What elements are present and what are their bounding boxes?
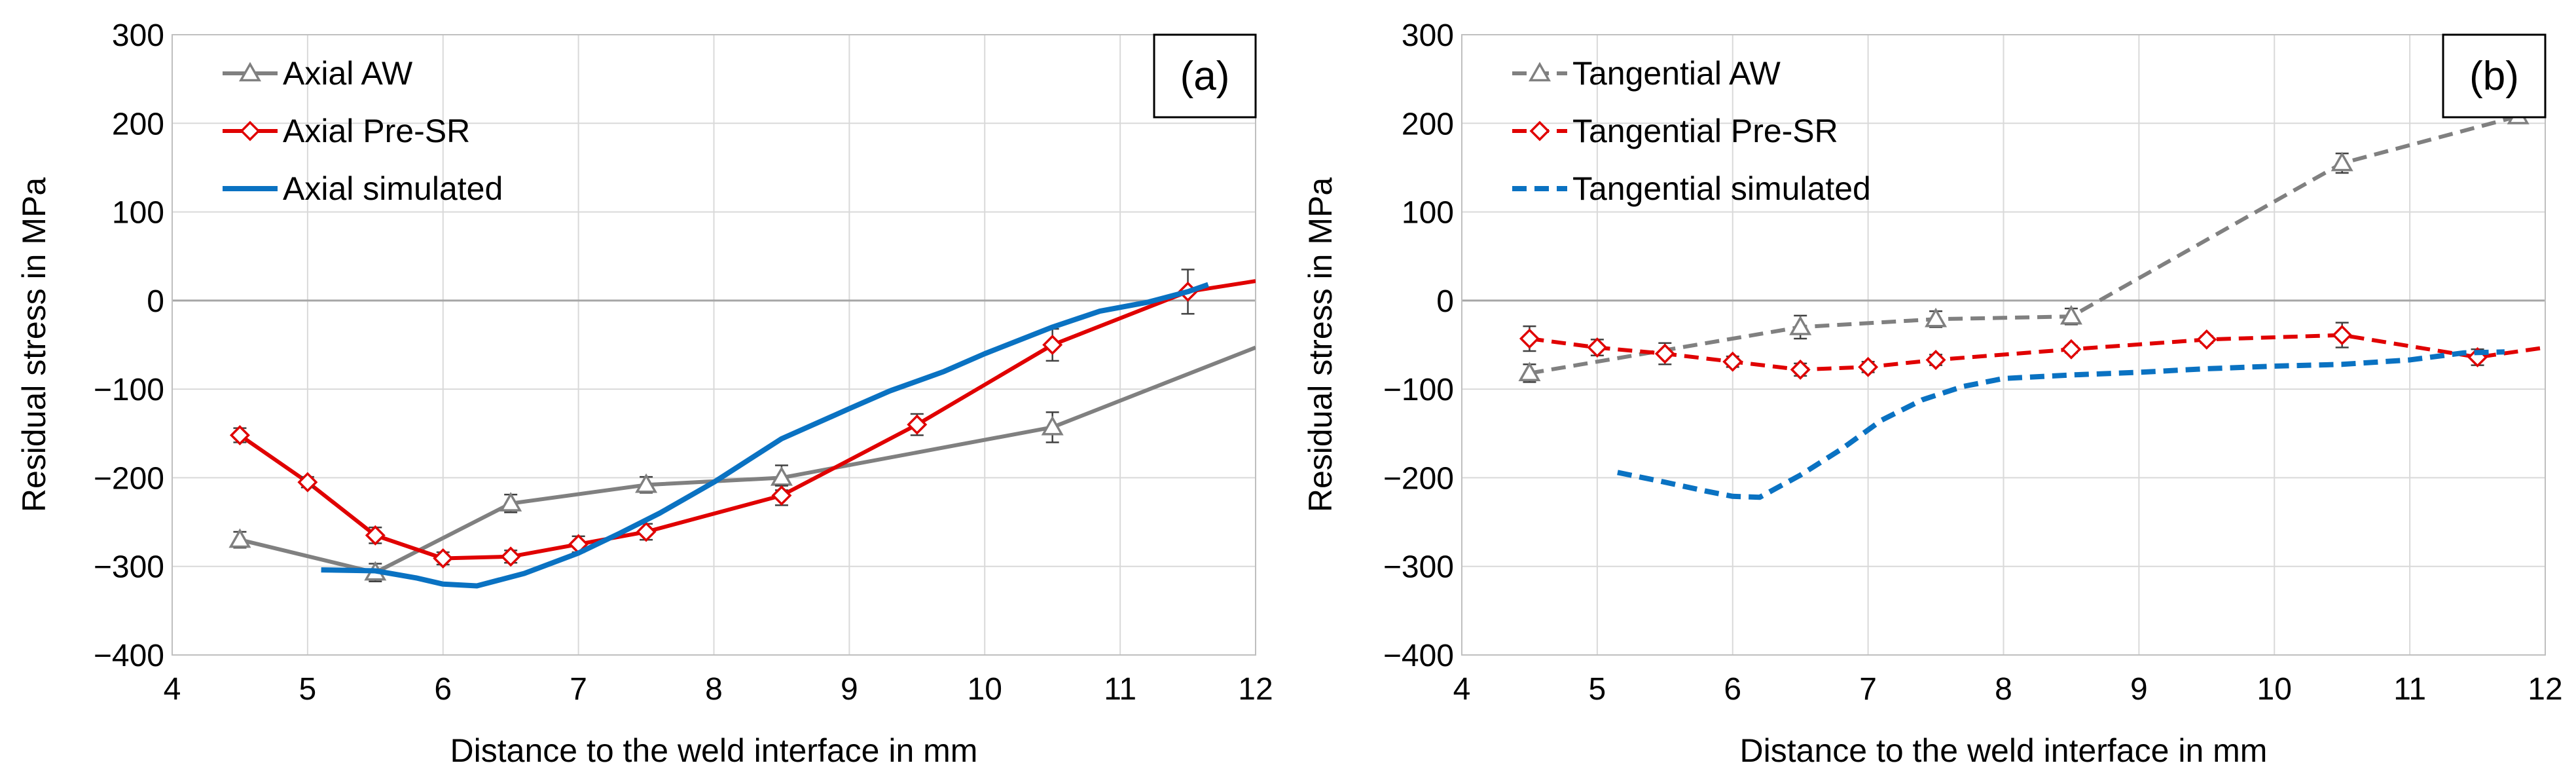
plot-area-border [1461, 34, 2546, 656]
data-point-marker [1654, 343, 1675, 364]
x-axis-label: Distance to the weld interface in mm [1740, 732, 2268, 769]
y-tick-label: −100 [94, 373, 164, 407]
chart-panel-a: 4 5 6 7 8 9 10 11 12 300 200 100 0 −100 −200 −300 −400 Di… [16, 18, 1273, 769]
data-point-marker [1789, 315, 1812, 335]
series-line [321, 282, 1209, 589]
x-tick-label: 5 [1589, 672, 1606, 707]
series-line [238, 279, 1256, 561]
x-tick-label: 8 [1995, 672, 2012, 707]
y-tick-label: −300 [1383, 550, 1454, 585]
y-axis-label: Residual stress in MPa [16, 177, 52, 512]
x-tick-label: 9 [2130, 672, 2148, 707]
data-point-marker [1587, 337, 1608, 358]
data-point-marker [907, 414, 928, 435]
data-point-marker [770, 466, 793, 486]
legend-marker [240, 121, 261, 141]
series-line [1529, 333, 2545, 372]
legend-label: Axial Pre-SR [283, 113, 470, 149]
y-tick-label: 100 [1402, 196, 1454, 231]
data-point-marker [1925, 350, 1946, 370]
y-tick-label: −400 [94, 639, 164, 673]
y-axis-label: Residual stress in MPa [1302, 177, 1339, 512]
series-axial-simulated: Axial simulated [223, 170, 1209, 589]
y-tick-label: 200 [112, 107, 164, 141]
y-tick-label: 200 [1402, 107, 1454, 141]
data-point-marker [1518, 362, 1541, 382]
legend-marker [1528, 62, 1551, 82]
data-point-marker [1722, 351, 1743, 372]
series-tangential-pre-sr: Tangential Pre-SR [1512, 113, 2545, 380]
y-tick-label: −200 [94, 461, 164, 496]
x-tick-label: 5 [299, 672, 317, 707]
data-point-marker [2332, 325, 2353, 346]
series-line [1529, 114, 2519, 375]
data-point-marker [1519, 328, 1540, 349]
data-point-marker [499, 492, 522, 512]
x-tick-label: 12 [2528, 672, 2562, 707]
series-axial-pre-sr: Axial Pre-SR [223, 113, 1256, 569]
panel-label-box [1153, 33, 1257, 119]
x-tick-label: 10 [2257, 672, 2292, 707]
x-tick-label: 12 [1238, 672, 1273, 707]
data-point-marker [365, 525, 386, 546]
panel-label: (b) [2469, 54, 2519, 99]
x-tick-label: 10 [968, 672, 1002, 707]
data-point-marker [1041, 415, 1064, 436]
x-tick-label: 11 [2393, 672, 2426, 707]
data-point-marker [229, 425, 250, 445]
y-tick-label: 0 [1436, 284, 1454, 319]
y-tick-label: −300 [94, 550, 164, 585]
data-point-marker [2196, 329, 2217, 350]
y-tick-label: −400 [1383, 639, 1454, 673]
series-line [1617, 349, 2505, 500]
y-tick-label: 100 [112, 196, 164, 231]
x-tick-label: 4 [164, 672, 181, 707]
x-tick-label: 6 [1724, 672, 1741, 707]
data-point-marker [1858, 356, 1879, 377]
data-point-marker [1042, 335, 1063, 355]
legend-label: Tangential Pre-SR [1572, 113, 1838, 149]
data-point-marker [2059, 305, 2082, 325]
panel-label-box [2442, 33, 2547, 119]
legend-label: Axial simulated [283, 170, 503, 207]
data-point-marker [2331, 151, 2353, 172]
series-tangential-aw: Tangential AW [1512, 55, 2530, 383]
legend-marker [1529, 121, 1550, 141]
y-tick-label: −200 [1383, 461, 1454, 496]
data-point-marker [635, 473, 658, 493]
panel-label: (a) [1180, 54, 1230, 99]
legend-label: Tangential AW [1572, 55, 1781, 92]
x-tick-label: 6 [434, 672, 452, 707]
legend-marker [238, 62, 262, 82]
x-tick-label: 11 [1104, 672, 1136, 707]
series-axial-aw: Axial AW [223, 55, 1256, 582]
y-tick-label: −100 [1383, 373, 1454, 407]
legend-label: Axial AW [283, 55, 413, 92]
data-point-marker [433, 548, 454, 569]
x-tick-label: 7 [1859, 672, 1877, 707]
data-point-marker [636, 521, 657, 542]
y-tick-label: 300 [112, 18, 164, 53]
data-point-marker [228, 528, 251, 548]
x-axis-label: Distance to the weld interface in mm [450, 732, 978, 769]
data-point-marker [2061, 339, 2082, 360]
data-point-marker [1925, 307, 1948, 327]
x-tick-label: 4 [1453, 672, 1471, 707]
data-point-marker [297, 472, 318, 493]
chart-panel-b: 4 5 6 7 8 9 10 11 12 300 200 100 0 −100 −200 −300 −400 Di… [1302, 18, 2563, 769]
y-tick-label: 300 [1402, 18, 1454, 53]
legend-label: Tangential simulated [1572, 170, 1871, 207]
x-tick-label: 8 [705, 672, 723, 707]
x-tick-label: 7 [570, 672, 587, 707]
data-point-marker [1790, 359, 1811, 380]
data-point-marker [500, 546, 521, 567]
data-point-marker [771, 485, 792, 506]
series-tangential-simulated: Tangential simulated [1512, 170, 2505, 500]
plot-area-border [172, 34, 1256, 656]
x-tick-label: 9 [841, 672, 858, 707]
y-tick-label: 0 [147, 284, 164, 319]
